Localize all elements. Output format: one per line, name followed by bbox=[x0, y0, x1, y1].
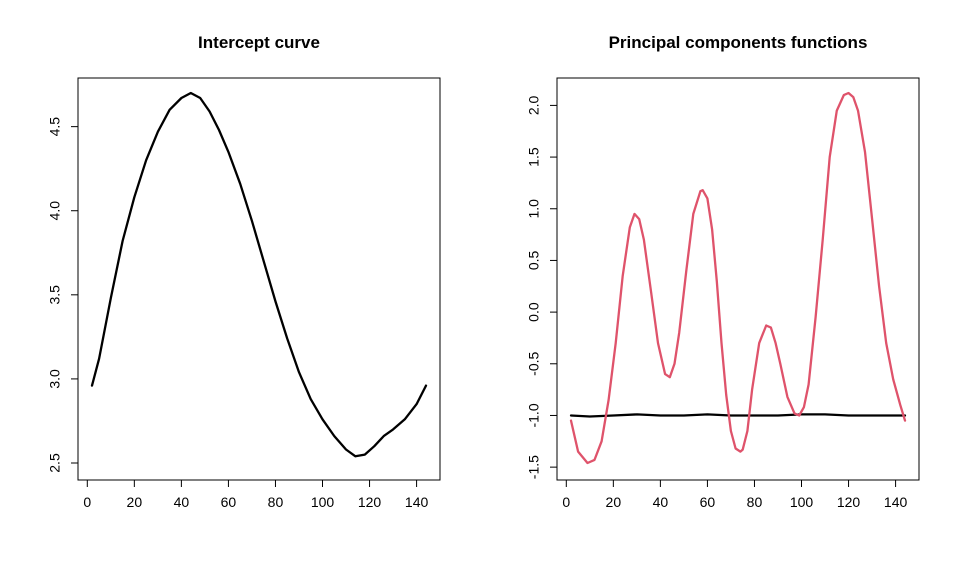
intercept-curve-panel: Intercept curve 0 20 40 60 80 100 120 140 2.5 3.… bbox=[47, 33, 441, 510]
y-tick-label: 1.0 bbox=[526, 199, 542, 219]
y-tick-label: 4.0 bbox=[47, 201, 63, 221]
y-tick-label: 2.5 bbox=[47, 453, 63, 473]
y-tick-label: 3.0 bbox=[47, 369, 63, 389]
y-tick-label: 1.5 bbox=[526, 147, 542, 167]
y-tick-label: -1.0 bbox=[526, 403, 542, 427]
principal-components-panel: Principal components functions 0 20 40 60 80… bbox=[526, 33, 920, 510]
x-tick-label: 100 bbox=[790, 494, 814, 510]
plot-frame bbox=[556, 77, 920, 481]
x-tick-label: 0 bbox=[83, 494, 91, 510]
plot-frame bbox=[77, 77, 441, 481]
x-tick-label: 0 bbox=[562, 494, 570, 510]
y-tick-label: 3.5 bbox=[47, 285, 63, 305]
y-tick-label: 4.5 bbox=[47, 117, 63, 137]
x-axis: 0 20 40 60 80 100 120 140 bbox=[83, 479, 429, 510]
series-line-1 bbox=[569, 413, 907, 418]
x-tick-label: 100 bbox=[311, 494, 335, 510]
x-tick-label: 120 bbox=[358, 494, 382, 510]
x-tick-label: 60 bbox=[700, 494, 716, 510]
y-tick-label: 0.0 bbox=[526, 302, 542, 322]
x-tick-label: 140 bbox=[884, 494, 908, 510]
plot-lines bbox=[90, 91, 428, 458]
x-tick-label: 40 bbox=[653, 494, 669, 510]
x-axis: 0 20 40 60 80 100 120 140 bbox=[562, 479, 908, 510]
x-tick-label: 120 bbox=[837, 494, 861, 510]
y-tick-label: 0.5 bbox=[526, 250, 542, 270]
chart-title: Principal components functions bbox=[609, 33, 868, 52]
y-axis: -1.5 -1.0 -0.5 0.0 0.5 1.0 1.5 2.0 bbox=[526, 95, 558, 479]
x-tick-label: 60 bbox=[221, 494, 237, 510]
series-line-2 bbox=[569, 91, 907, 465]
y-tick-label: -1.5 bbox=[526, 455, 542, 479]
x-tick-label: 40 bbox=[174, 494, 190, 510]
y-tick-label: 2.0 bbox=[526, 95, 542, 115]
x-tick-label: 140 bbox=[405, 494, 429, 510]
x-tick-label: 80 bbox=[747, 494, 763, 510]
x-tick-label: 20 bbox=[606, 494, 622, 510]
y-axis: 2.5 3.0 3.5 4.0 4.5 bbox=[47, 117, 79, 473]
x-tick-label: 80 bbox=[268, 494, 284, 510]
y-tick-label: -0.5 bbox=[526, 352, 542, 376]
series-line-1 bbox=[90, 91, 428, 458]
x-tick-label: 20 bbox=[127, 494, 143, 510]
plot-lines bbox=[569, 91, 907, 465]
chart-title: Intercept curve bbox=[198, 33, 320, 52]
